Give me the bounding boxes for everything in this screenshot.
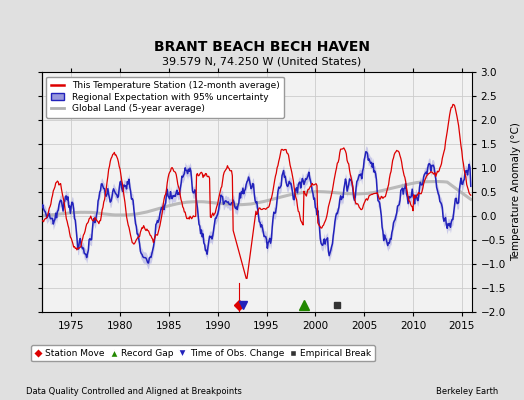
Text: 39.579 N, 74.250 W (United States): 39.579 N, 74.250 W (United States) — [162, 56, 362, 66]
Text: Berkeley Earth: Berkeley Earth — [435, 387, 498, 396]
Legend: Station Move, Record Gap, Time of Obs. Change, Empirical Break: Station Move, Record Gap, Time of Obs. C… — [31, 345, 375, 362]
Y-axis label: Temperature Anomaly (°C): Temperature Anomaly (°C) — [511, 122, 521, 262]
Legend: This Temperature Station (12-month average), Regional Expectation with 95% uncer: This Temperature Station (12-month avera… — [47, 76, 284, 118]
Text: BRANT BEACH BECH HAVEN: BRANT BEACH BECH HAVEN — [154, 40, 370, 54]
Text: Data Quality Controlled and Aligned at Breakpoints: Data Quality Controlled and Aligned at B… — [26, 387, 242, 396]
